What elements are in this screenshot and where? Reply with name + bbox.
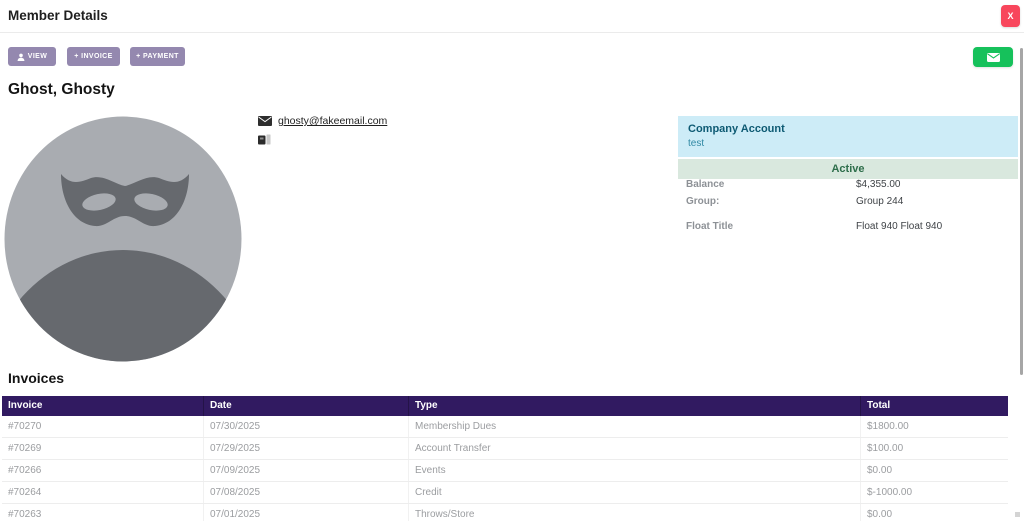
send-email-button[interactable] <box>973 47 1013 67</box>
invoices-table-header: Invoice Date Type Total <box>2 396 1008 416</box>
invoice-number: #70266 <box>2 460 204 481</box>
invoice-type: Account Transfer <box>409 438 861 459</box>
avatar-body <box>4 250 242 362</box>
person-icon <box>17 53 25 61</box>
account-field-balance: Balance $4,355.00 <box>686 179 901 190</box>
contact-info: ghosty@fakeemail.com <box>258 114 387 150</box>
view-button-label: VIEW <box>27 53 48 60</box>
close-button[interactable]: X <box>1001 5 1020 27</box>
envelope-icon <box>258 116 272 126</box>
invoice-date: 07/08/2025 <box>204 482 409 503</box>
email-row: ghosty@fakeemail.com <box>258 114 387 128</box>
view-button[interactable]: VIEW <box>8 47 56 66</box>
field-value: Float 940 Float 940 <box>856 221 943 232</box>
titlebar: Member Details X <box>0 0 1024 33</box>
account-header-box[interactable]: Company Account test <box>678 116 1018 157</box>
invoice-type: Throws/Store <box>409 504 861 521</box>
phone-row <box>258 132 387 146</box>
invoice-total: $-1000.00 <box>867 487 913 498</box>
page-title: Member Details <box>8 8 108 23</box>
field-label: Group: <box>686 196 720 207</box>
invoice-type: Credit <box>409 482 861 503</box>
invoice-number: #70264 <box>2 482 204 503</box>
add-invoice-button[interactable]: + INVOICE <box>67 47 120 66</box>
invoices-table: Invoice Date Type Total #70270 07/30/202… <box>2 396 1008 521</box>
invoice-date: 07/29/2025 <box>204 438 409 459</box>
member-email-link[interactable]: ghosty@fakeemail.com <box>278 115 388 127</box>
invoice-row[interactable]: #70269 07/29/2025 Account Transfer $100.… <box>2 438 1008 460</box>
invoice-date: 07/09/2025 <box>204 460 409 481</box>
mask-icon <box>61 174 189 227</box>
invoices-heading: Invoices <box>8 370 65 386</box>
account-panel: Company Account test Active Balance $4,3… <box>678 116 1018 256</box>
invoice-number: #70263 <box>2 504 204 521</box>
invoice-total: $0.00 <box>867 465 893 476</box>
invoice-number: #70269 <box>2 438 204 459</box>
invoice-number: #70270 <box>2 416 204 437</box>
invoice-type: Membership Dues <box>409 416 861 437</box>
add-payment-button[interactable]: + PAYMENT <box>130 47 185 66</box>
column-header-type[interactable]: Type <box>409 396 861 416</box>
invoice-type: Events <box>409 460 861 481</box>
invoice-total: $1800.00 <box>867 421 909 432</box>
invoice-date: 07/01/2025 <box>204 504 409 521</box>
column-header-invoice[interactable]: Invoice <box>2 396 204 416</box>
invoice-row[interactable]: #70270 07/30/2025 Membership Dues $1800.… <box>2 416 1008 438</box>
column-header-date[interactable]: Date <box>204 396 409 416</box>
vertical-scrollbar-thumb[interactable] <box>1020 48 1023 375</box>
field-label: Float Title <box>686 221 734 232</box>
field-value: $4,355.00 <box>856 179 901 190</box>
account-field-group: Group: Group 244 <box>686 196 903 207</box>
phone-icon <box>258 134 271 145</box>
column-header-total[interactable]: Total <box>867 400 891 411</box>
field-label: Balance <box>686 179 725 190</box>
account-field-float-title: Float Title Float 940 Float 940 <box>686 221 942 232</box>
envelope-icon <box>986 52 1000 62</box>
invoice-date: 07/30/2025 <box>204 416 409 437</box>
scrollbar-corner <box>1015 512 1020 517</box>
invoice-row[interactable]: #70264 07/08/2025 Credit $-1000.00 <box>2 482 1008 504</box>
invoice-total: $0.00 <box>867 509 893 520</box>
field-value: Group 244 <box>856 196 904 207</box>
account-name: test <box>688 138 705 149</box>
invoice-total: $100.00 <box>867 443 904 454</box>
avatar <box>3 116 243 367</box>
add-payment-label: + PAYMENT <box>136 53 179 60</box>
invoice-row[interactable]: #70266 07/09/2025 Events $0.00 <box>2 460 1008 482</box>
account-type-label: Company Account <box>688 123 785 135</box>
add-invoice-label: + INVOICE <box>74 53 113 60</box>
invoice-row[interactable]: #70263 07/01/2025 Throws/Store $0.00 <box>2 504 1008 521</box>
member-name: Ghost, Ghosty <box>8 81 115 98</box>
account-status-badge: Active <box>678 159 1018 179</box>
x-icon: X <box>1007 11 1014 21</box>
